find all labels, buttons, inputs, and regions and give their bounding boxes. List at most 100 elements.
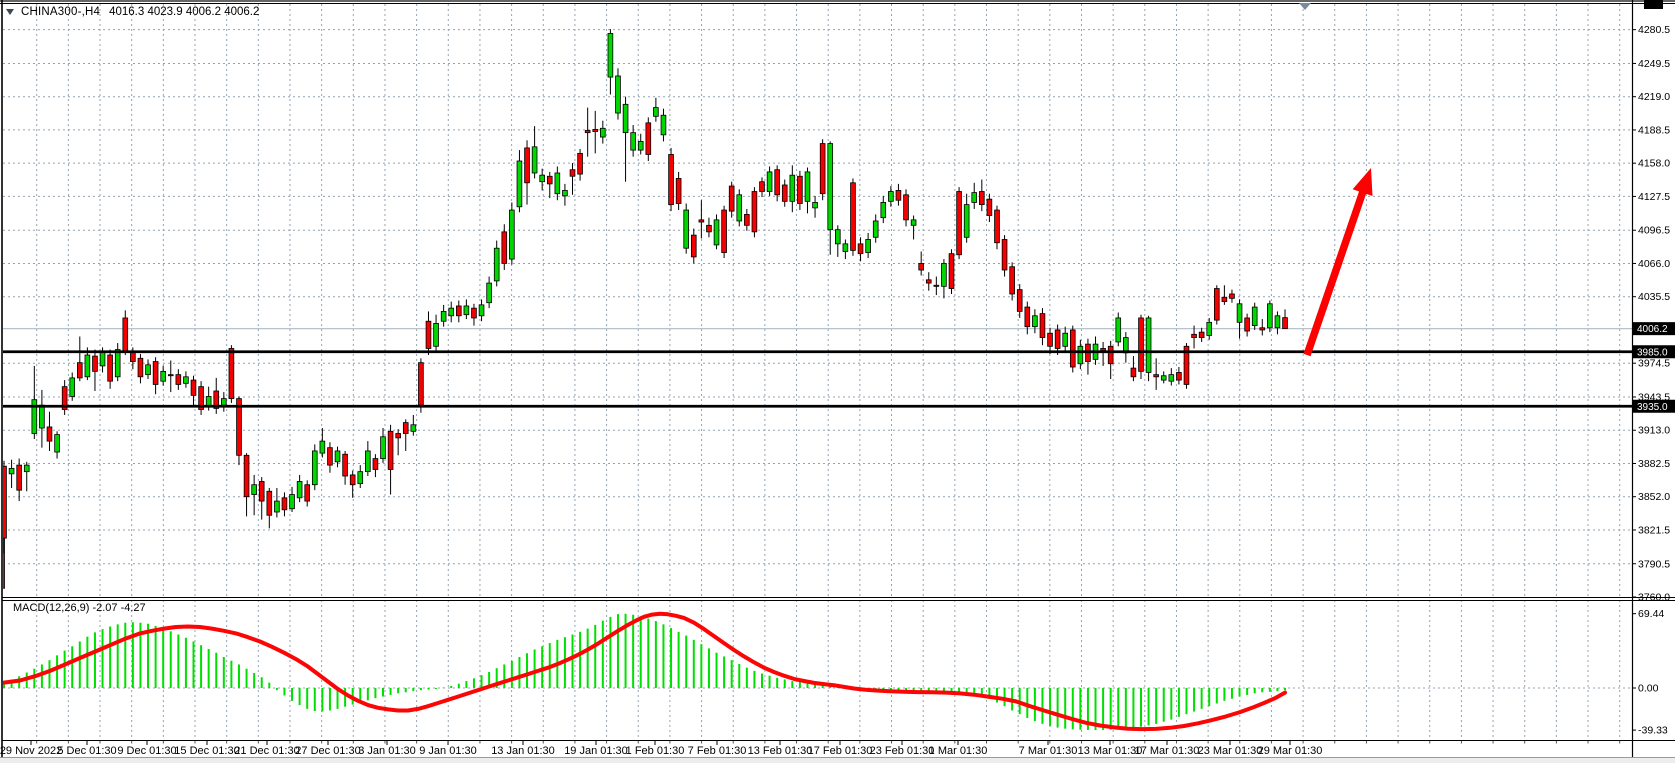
candle-body bbox=[304, 484, 310, 502]
candle-body bbox=[1009, 266, 1015, 295]
time-axis-area[interactable] bbox=[3, 741, 1632, 757]
candle-body bbox=[137, 357, 144, 378]
candle-body bbox=[77, 362, 83, 379]
candle-body bbox=[448, 307, 455, 317]
price-axis-area[interactable] bbox=[1632, 0, 1675, 757]
candle-body bbox=[584, 130, 591, 134]
candle-body bbox=[721, 209, 727, 253]
time-axis-label: 9 Jan 01:30 bbox=[419, 745, 477, 757]
time-axis-label: 7 Mar 01:30 bbox=[1019, 745, 1078, 757]
ohlc-values-label: 4016.3 4023.9 4006.2 4006.2 bbox=[109, 5, 260, 18]
price-axis-label: 3882.5 bbox=[1638, 458, 1670, 470]
candle-body bbox=[774, 169, 780, 196]
candle-body bbox=[160, 370, 166, 382]
candle-body bbox=[789, 174, 796, 202]
candle-body bbox=[804, 171, 811, 202]
candle-body bbox=[630, 132, 636, 151]
candle-body bbox=[387, 430, 394, 470]
candle-body bbox=[266, 490, 273, 516]
horizontal-scrollbar-area[interactable] bbox=[0, 757, 1675, 763]
trend-arrow[interactable] bbox=[1303, 168, 1373, 357]
candle-body bbox=[228, 348, 235, 400]
candle-body bbox=[600, 127, 606, 138]
candle-body bbox=[46, 426, 53, 442]
candle-body bbox=[54, 434, 60, 453]
candle-body bbox=[706, 224, 712, 233]
candle-body bbox=[835, 229, 841, 245]
price-axis-label: 4127.5 bbox=[1638, 191, 1670, 203]
candle-body bbox=[380, 436, 386, 459]
price-axis-label: 4035.5 bbox=[1638, 291, 1670, 303]
time-axis-label: 23 Feb 01:30 bbox=[870, 745, 935, 757]
time-axis-label: 5 Dec 01:30 bbox=[57, 745, 116, 757]
time-axis-label: 13 Feb 01:30 bbox=[748, 745, 813, 757]
time-axis-label: 13 Mar 01:30 bbox=[1078, 745, 1143, 757]
candle-body bbox=[872, 220, 879, 238]
candle-body bbox=[1198, 331, 1205, 338]
candle-body bbox=[501, 231, 508, 264]
candle-body bbox=[728, 185, 735, 212]
candle-body bbox=[478, 304, 485, 317]
candle-body bbox=[130, 351, 136, 362]
candle-body bbox=[539, 174, 545, 183]
candle-body bbox=[994, 209, 1000, 244]
candle-body bbox=[365, 450, 371, 473]
main-chart-plot[interactable] bbox=[3, 4, 1632, 597]
symbol-dropdown-icon[interactable] bbox=[6, 9, 14, 15]
candle-body bbox=[615, 75, 621, 114]
price-axis-label: 3790.5 bbox=[1638, 558, 1670, 570]
top-right-marker bbox=[1644, 0, 1663, 9]
candle-body bbox=[342, 453, 348, 477]
candle-body bbox=[167, 374, 174, 377]
candle-body bbox=[433, 323, 439, 347]
candle-body bbox=[1236, 303, 1243, 323]
macd-indicator-label: MACD(12,26,9) -2.07 -4.27 bbox=[13, 602, 146, 614]
candle-body bbox=[842, 243, 849, 252]
candle-body bbox=[766, 171, 773, 192]
candle-body bbox=[751, 191, 758, 233]
candle-body bbox=[61, 386, 68, 410]
price-axis-label: 4096.5 bbox=[1638, 225, 1670, 237]
candle-body bbox=[251, 484, 257, 495]
price-axis: 4280.5 4249.5 4219.0 4188.5 4158.0 4127.5 4096… bbox=[1632, 24, 1670, 737]
candle-body bbox=[895, 190, 902, 201]
price-axis-label: 4219.0 bbox=[1638, 91, 1670, 103]
candle-body bbox=[236, 398, 242, 456]
time-axis-label: 29 Mar 01:30 bbox=[1258, 745, 1323, 757]
candle-body bbox=[653, 107, 659, 117]
candle-body bbox=[8, 467, 15, 475]
candle-body bbox=[880, 202, 887, 219]
candle-body bbox=[956, 191, 962, 256]
candle-body bbox=[39, 404, 45, 429]
candle-body bbox=[622, 103, 629, 134]
candle-body bbox=[1214, 288, 1220, 321]
candle-body bbox=[1267, 303, 1273, 329]
time-axis-label: 1 Feb 01:30 bbox=[626, 745, 685, 757]
candle-body bbox=[759, 181, 765, 192]
candle-body bbox=[1062, 332, 1069, 347]
price-badge-4006.2 bbox=[1633, 322, 1675, 336]
chart-shift-marker-icon[interactable] bbox=[1299, 3, 1311, 10]
candle-body bbox=[690, 234, 697, 258]
price-axis-label: 3974.5 bbox=[1638, 358, 1670, 370]
candle-body bbox=[744, 214, 750, 226]
candle-body bbox=[289, 494, 295, 510]
candle-body bbox=[243, 454, 250, 498]
candle-body bbox=[175, 374, 182, 385]
candle-body bbox=[660, 114, 667, 136]
price-axis-label: 4188.5 bbox=[1638, 124, 1670, 136]
time-axis-label: 17 Feb 01:30 bbox=[808, 745, 873, 757]
candle-body bbox=[1001, 239, 1008, 271]
macd-panel-plot[interactable] bbox=[3, 600, 1632, 740]
trend-arrow-head[interactable] bbox=[1352, 168, 1373, 196]
price-badge-3935.0 bbox=[1633, 399, 1675, 413]
trend-arrow-shaft[interactable] bbox=[1303, 185, 1369, 357]
macd-axis-label: 69.44 bbox=[1638, 608, 1664, 620]
candle-body bbox=[99, 351, 106, 367]
candle-body bbox=[190, 379, 197, 396]
price-axis-label: 3913.0 bbox=[1638, 425, 1670, 437]
candle-body bbox=[486, 282, 492, 304]
candle-body bbox=[1153, 374, 1159, 378]
